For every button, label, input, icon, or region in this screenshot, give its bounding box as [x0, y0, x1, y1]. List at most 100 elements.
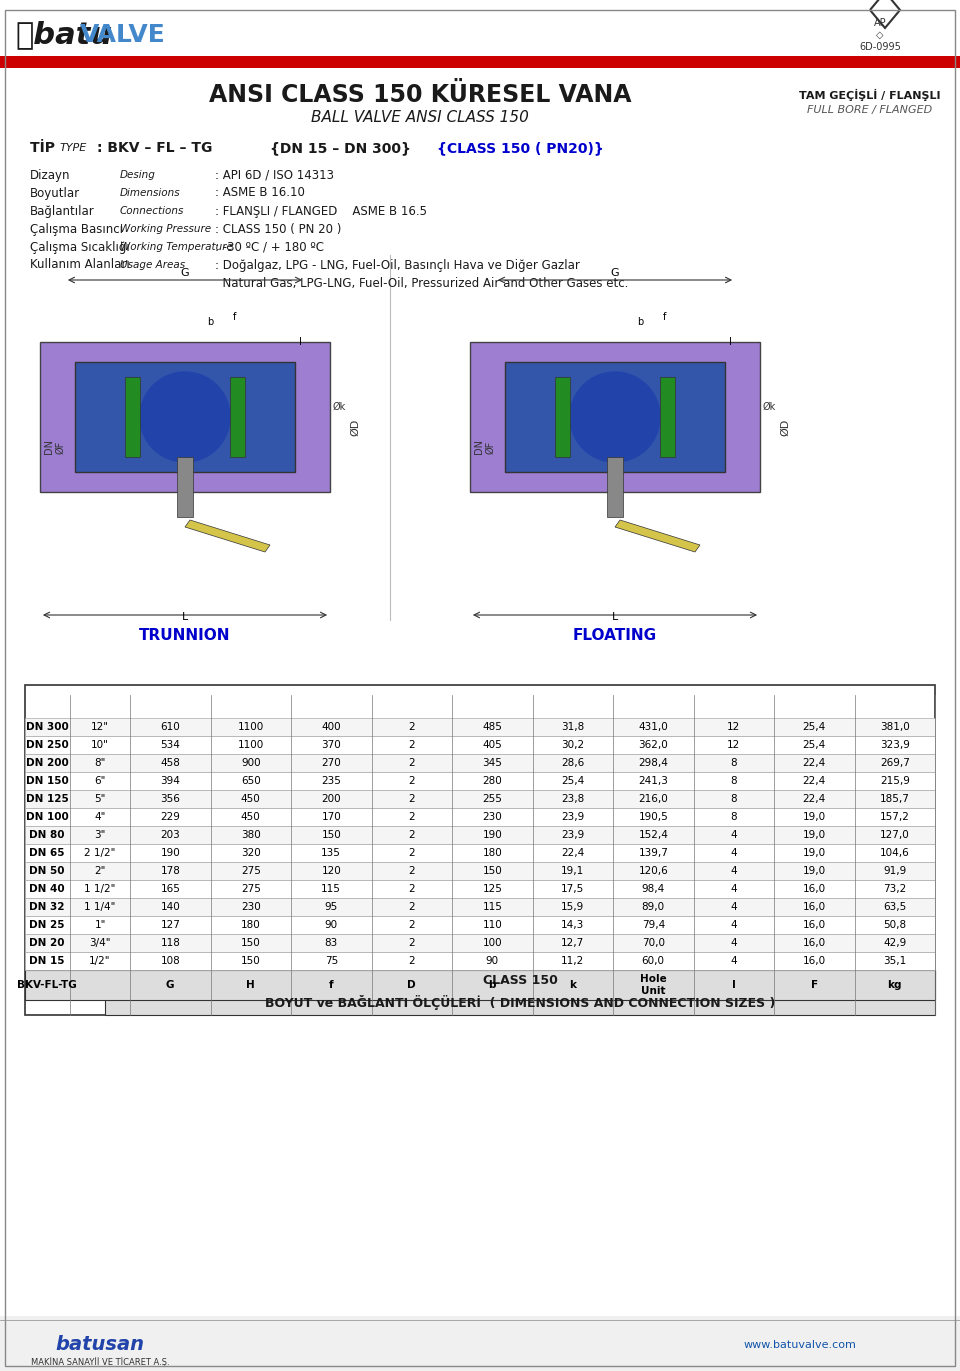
Text: 229: 229: [160, 812, 180, 823]
Text: DN 32: DN 32: [29, 902, 64, 912]
Text: 280: 280: [482, 776, 502, 786]
Text: 4: 4: [731, 938, 737, 947]
Text: 150: 150: [241, 938, 260, 947]
Text: DN 80: DN 80: [29, 829, 64, 840]
Text: 31,8: 31,8: [562, 723, 585, 732]
Text: 23,9: 23,9: [562, 829, 585, 840]
Bar: [0, 56, 960, 69]
Text: ⬛batu: ⬛batu: [15, 21, 112, 49]
Text: 345: 345: [482, 758, 502, 768]
Text: 150: 150: [322, 829, 341, 840]
Text: 241,3: 241,3: [638, 776, 668, 786]
Text: 2: 2: [408, 812, 415, 823]
Text: 190: 190: [160, 849, 180, 858]
Text: DN 20: DN 20: [29, 938, 64, 947]
Text: 110: 110: [482, 920, 502, 930]
Text: Øk: Øk: [763, 402, 777, 413]
Text: 4": 4": [94, 812, 106, 823]
Text: 12: 12: [727, 723, 740, 732]
Text: 3/4": 3/4": [89, 938, 110, 947]
Text: 90: 90: [324, 920, 338, 930]
Text: 12": 12": [91, 723, 109, 732]
Text: 362,0: 362,0: [638, 740, 668, 750]
Text: 23,9: 23,9: [562, 812, 585, 823]
Text: b: b: [489, 980, 496, 990]
Bar: [25, 845, 935, 862]
Text: DN 65: DN 65: [29, 849, 64, 858]
Bar: [0, 0, 960, 60]
Text: 5": 5": [94, 794, 106, 803]
Text: I: I: [299, 337, 301, 347]
Text: FLOATING: FLOATING: [573, 628, 657, 643]
Text: 23,8: 23,8: [562, 794, 585, 803]
Text: 2: 2: [408, 902, 415, 912]
Text: MAKİNA SANAYİİ VE TİCARET A.Ş.: MAKİNA SANAYİİ VE TİCARET A.Ş.: [31, 1357, 169, 1367]
Text: 95: 95: [324, 902, 338, 912]
Text: 127,0: 127,0: [880, 829, 910, 840]
Text: 650: 650: [241, 776, 260, 786]
Text: 50,8: 50,8: [883, 920, 906, 930]
Text: 190,5: 190,5: [638, 812, 668, 823]
Text: 203: 203: [160, 829, 180, 840]
Text: 25,4: 25,4: [803, 723, 826, 732]
Text: G: G: [180, 267, 189, 278]
Text: : BKV – FL – TG: : BKV – FL – TG: [97, 141, 212, 155]
Text: 8: 8: [731, 776, 737, 786]
Text: 75: 75: [324, 956, 338, 967]
Text: I: I: [732, 980, 735, 990]
Text: 22,4: 22,4: [803, 758, 826, 768]
Text: Natural Gas, LPG-LNG, Fuel-Oil, Pressurized Air and Other Gases etc.: Natural Gas, LPG-LNG, Fuel-Oil, Pressuri…: [215, 277, 629, 289]
Bar: [125, 377, 140, 457]
Polygon shape: [185, 520, 270, 553]
Text: 35,1: 35,1: [883, 956, 906, 967]
Text: 900: 900: [241, 758, 260, 768]
Text: 1/2": 1/2": [89, 956, 110, 967]
Text: 8: 8: [731, 758, 737, 768]
Text: Desing: Desing: [120, 170, 156, 180]
Text: DN 40: DN 40: [29, 884, 65, 894]
Text: b: b: [636, 317, 643, 328]
Text: 108: 108: [160, 956, 180, 967]
Text: 11,2: 11,2: [562, 956, 585, 967]
Text: CLASS 150: CLASS 150: [483, 973, 558, 987]
Bar: [25, 862, 935, 880]
Text: DN 125: DN 125: [26, 794, 68, 803]
Text: 381,0: 381,0: [880, 723, 910, 732]
Text: G: G: [611, 267, 619, 278]
Text: 431,0: 431,0: [638, 723, 668, 732]
Text: 230: 230: [241, 902, 260, 912]
Text: 89,0: 89,0: [641, 902, 665, 912]
Bar: [25, 686, 935, 1015]
Text: 100: 100: [483, 938, 502, 947]
Text: 215,9: 215,9: [879, 776, 910, 786]
Text: Working Pressure: Working Pressure: [120, 223, 211, 234]
Text: 19,0: 19,0: [803, 849, 826, 858]
Text: Øk: Øk: [333, 402, 347, 413]
Text: I: I: [729, 337, 732, 347]
Text: Bağlantılar: Bağlantılar: [30, 204, 95, 218]
Text: 12: 12: [727, 740, 740, 750]
Text: 14,3: 14,3: [562, 920, 585, 930]
Text: 400: 400: [322, 723, 341, 732]
Text: 450: 450: [241, 812, 260, 823]
Text: DN 250: DN 250: [26, 740, 68, 750]
Bar: [230, 377, 245, 457]
Text: 216,0: 216,0: [638, 794, 668, 803]
Text: 255: 255: [482, 794, 502, 803]
Text: 16,0: 16,0: [803, 938, 826, 947]
Text: : Doğalgaz, LPG - LNG, Fuel-Oil, Basınçlı Hava ve Diğer Gazlar: : Doğalgaz, LPG - LNG, Fuel-Oil, Basınçl…: [215, 259, 580, 271]
Text: 10": 10": [91, 740, 108, 750]
Text: batusan: batusan: [56, 1335, 145, 1355]
Text: 19,0: 19,0: [803, 829, 826, 840]
Text: D: D: [407, 980, 416, 990]
Text: 120: 120: [322, 866, 341, 876]
Text: 22,4: 22,4: [803, 776, 826, 786]
Text: 28,6: 28,6: [562, 758, 585, 768]
Circle shape: [140, 372, 230, 462]
Text: f: f: [233, 313, 237, 322]
Text: 3": 3": [94, 829, 106, 840]
Text: b: b: [206, 317, 213, 328]
Text: DN
ØF: DN ØF: [44, 440, 66, 455]
Bar: [25, 825, 935, 845]
Bar: [105, 990, 935, 1015]
